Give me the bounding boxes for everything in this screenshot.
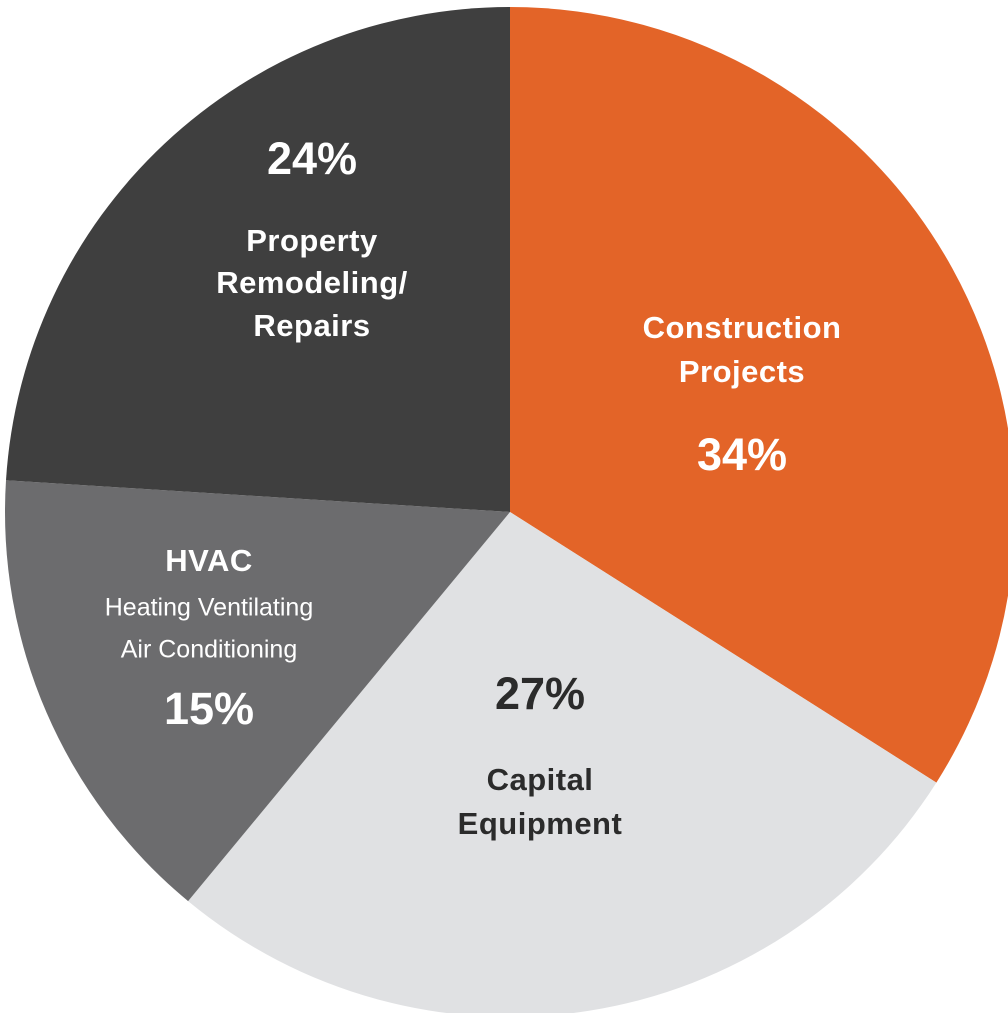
slice-label: Remodeling/ (216, 265, 408, 300)
slice-label: Projects (679, 354, 805, 389)
slice-label: Construction (643, 310, 842, 345)
slice-description: Air Conditioning (121, 636, 298, 664)
value-label: 24% (267, 133, 357, 184)
pie-slice (510, 7, 1008, 783)
value-label: 27% (495, 668, 585, 719)
pie-slice (4, 480, 510, 902)
slice-label: Equipment (458, 806, 623, 841)
pie-slice (5, 7, 511, 512)
slice-label: Property (246, 223, 378, 258)
slice-label: Capital (487, 762, 594, 797)
value-label: 34% (697, 429, 787, 480)
pie-slice (188, 512, 937, 1013)
value-label: 15% (164, 683, 254, 734)
slice-description: Heating Ventilating (105, 594, 313, 622)
slice-label: Repairs (253, 308, 370, 343)
slice-label: HVAC (165, 543, 253, 578)
